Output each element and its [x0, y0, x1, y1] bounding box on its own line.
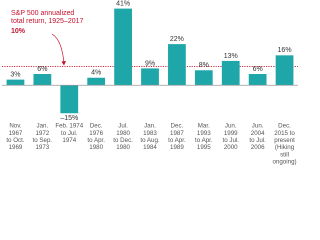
value-label: 16% [278, 47, 292, 54]
value-label: 6% [253, 66, 263, 73]
x-tick-label: Jul. [118, 123, 128, 130]
x-tick-label: Dec. [90, 123, 103, 130]
x-tick-label: 2006 [251, 144, 265, 151]
x-tick-label: 1974 [62, 137, 76, 144]
x-tick-label: to Apr. [87, 137, 105, 144]
x-tick-label: to Jul. [249, 137, 266, 144]
x-tick-label: 1995 [197, 144, 211, 151]
x-tick-label: Nov. [9, 123, 22, 130]
bar [60, 85, 79, 114]
x-tick-label: 1980 [89, 144, 103, 151]
bar [6, 79, 25, 86]
bar [221, 60, 240, 86]
value-label: 9% [145, 60, 155, 67]
x-tick-label: still [280, 151, 289, 158]
bar [194, 70, 213, 86]
x-tick-label: to Aug. [140, 137, 160, 144]
x-tick-label: Jan. [144, 123, 156, 130]
value-label: 6% [37, 66, 47, 73]
x-tick-label: to Oct. [6, 137, 25, 144]
x-tick-label: ongoing) [272, 159, 296, 166]
value-label: 4% [91, 70, 101, 77]
x-tick-label: Mar. [198, 123, 210, 130]
x-tick-label: to Sep. [33, 137, 53, 144]
x-tick-label: to Apr. [168, 137, 186, 144]
x-tick-label: to Jul. [222, 137, 239, 144]
bar [87, 77, 106, 86]
x-tick-label: 1999 [224, 130, 238, 137]
x-tick-label: 1983 [143, 130, 157, 137]
bar [114, 8, 132, 86]
x-tick-label: 1969 [9, 144, 23, 151]
x-tick-label: Jan. [37, 123, 49, 130]
bar [168, 44, 186, 86]
x-tick-label: 1980 [116, 144, 130, 151]
value-label: 8% [199, 62, 209, 69]
x-tick-label: Dec. [171, 123, 184, 130]
x-tick-label: 2000 [224, 144, 238, 151]
bar [33, 74, 52, 86]
value-label: 22% [170, 36, 184, 43]
x-tick-label: Dec. [278, 123, 291, 130]
annotation-arrow [51, 33, 65, 64]
x-tick-label: Jun. [252, 123, 264, 130]
x-tick-label: present [274, 137, 295, 144]
x-tick-label: 2015 to [274, 130, 295, 137]
bar [141, 68, 159, 86]
annotation: S&P 500 annualized [11, 10, 74, 17]
x-tick-label: (Hiking [275, 144, 295, 151]
bar [248, 74, 267, 86]
x-tick-label: to Apr. [195, 137, 213, 144]
x-tick-label: 1984 [143, 144, 157, 151]
x-tick-label: to Dec. [113, 137, 133, 144]
value-label: 3% [10, 71, 20, 78]
bar [275, 55, 294, 86]
x-tick-label: 1976 [89, 130, 103, 137]
value-label: –15% [60, 115, 78, 122]
x-tick-label: 1993 [197, 130, 211, 137]
x-tick-label: 1989 [170, 144, 184, 151]
x-tick-label: Jun. [225, 123, 237, 130]
x-tick-label: 1972 [35, 130, 49, 137]
x-tick-label: to Jul. [61, 130, 78, 137]
x-tick-label: 2004 [251, 130, 265, 137]
x-tick-label: 1973 [35, 144, 49, 151]
reference-label: 10% [11, 28, 26, 35]
value-label: 13% [224, 53, 238, 60]
x-tick-label: Feb. 1974 [55, 123, 83, 130]
annotation: total return, 1925–2017 [11, 18, 83, 25]
arrow-head [61, 61, 66, 66]
x-tick-label: 1967 [9, 130, 23, 137]
x-tick-label: 1980 [116, 130, 130, 137]
x-tick-label: 1987 [170, 130, 184, 137]
value-label: 41% [116, 0, 130, 7]
